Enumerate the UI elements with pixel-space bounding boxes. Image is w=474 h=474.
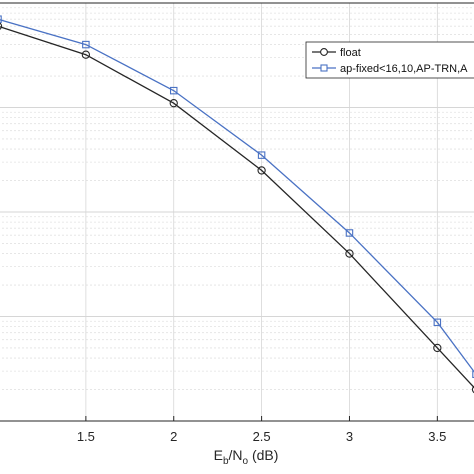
series-line (0, 26, 474, 389)
legend-entry-label: float (340, 47, 361, 59)
plot-frame (0, 2, 474, 422)
x-tick-label: 3.5 (428, 429, 446, 444)
legend-marker-circle (320, 48, 328, 56)
legend-marker-square (320, 64, 328, 72)
x-tick-label: 2 (170, 429, 177, 444)
legend-box (305, 41, 474, 79)
legend: float ap-fixed<16,10,AP-TRN,A (305, 41, 474, 79)
series-line (0, 19, 474, 373)
x-tick-label: 1.5 (77, 429, 95, 444)
data-point-circle (471, 385, 474, 394)
x-tick-label: 3 (346, 429, 353, 444)
data-point-circle (433, 343, 442, 353)
data-point-square (0, 15, 2, 23)
x-axis-label: Eb/No (dB) (214, 447, 279, 467)
data-point-square (169, 86, 178, 95)
data-point-square (257, 151, 266, 159)
data-point-circle (345, 249, 354, 258)
data-point-circle (0, 22, 3, 30)
data-point-square (472, 370, 474, 379)
data-point-circle (81, 50, 91, 59)
data-point-square (433, 318, 442, 327)
x-tick-labels: 1.5 2 2.5 3 3.5 (77, 416, 446, 444)
legend-entry-label: ap-fixed<16,10,AP-TRN,A (340, 63, 468, 75)
series-layer (0, 15, 474, 394)
data-point-square (82, 40, 90, 49)
x-tick-label: 2.5 (253, 429, 271, 444)
data-point-circle (257, 166, 266, 175)
data-point-square (345, 229, 354, 237)
data-point-circle (169, 99, 178, 108)
